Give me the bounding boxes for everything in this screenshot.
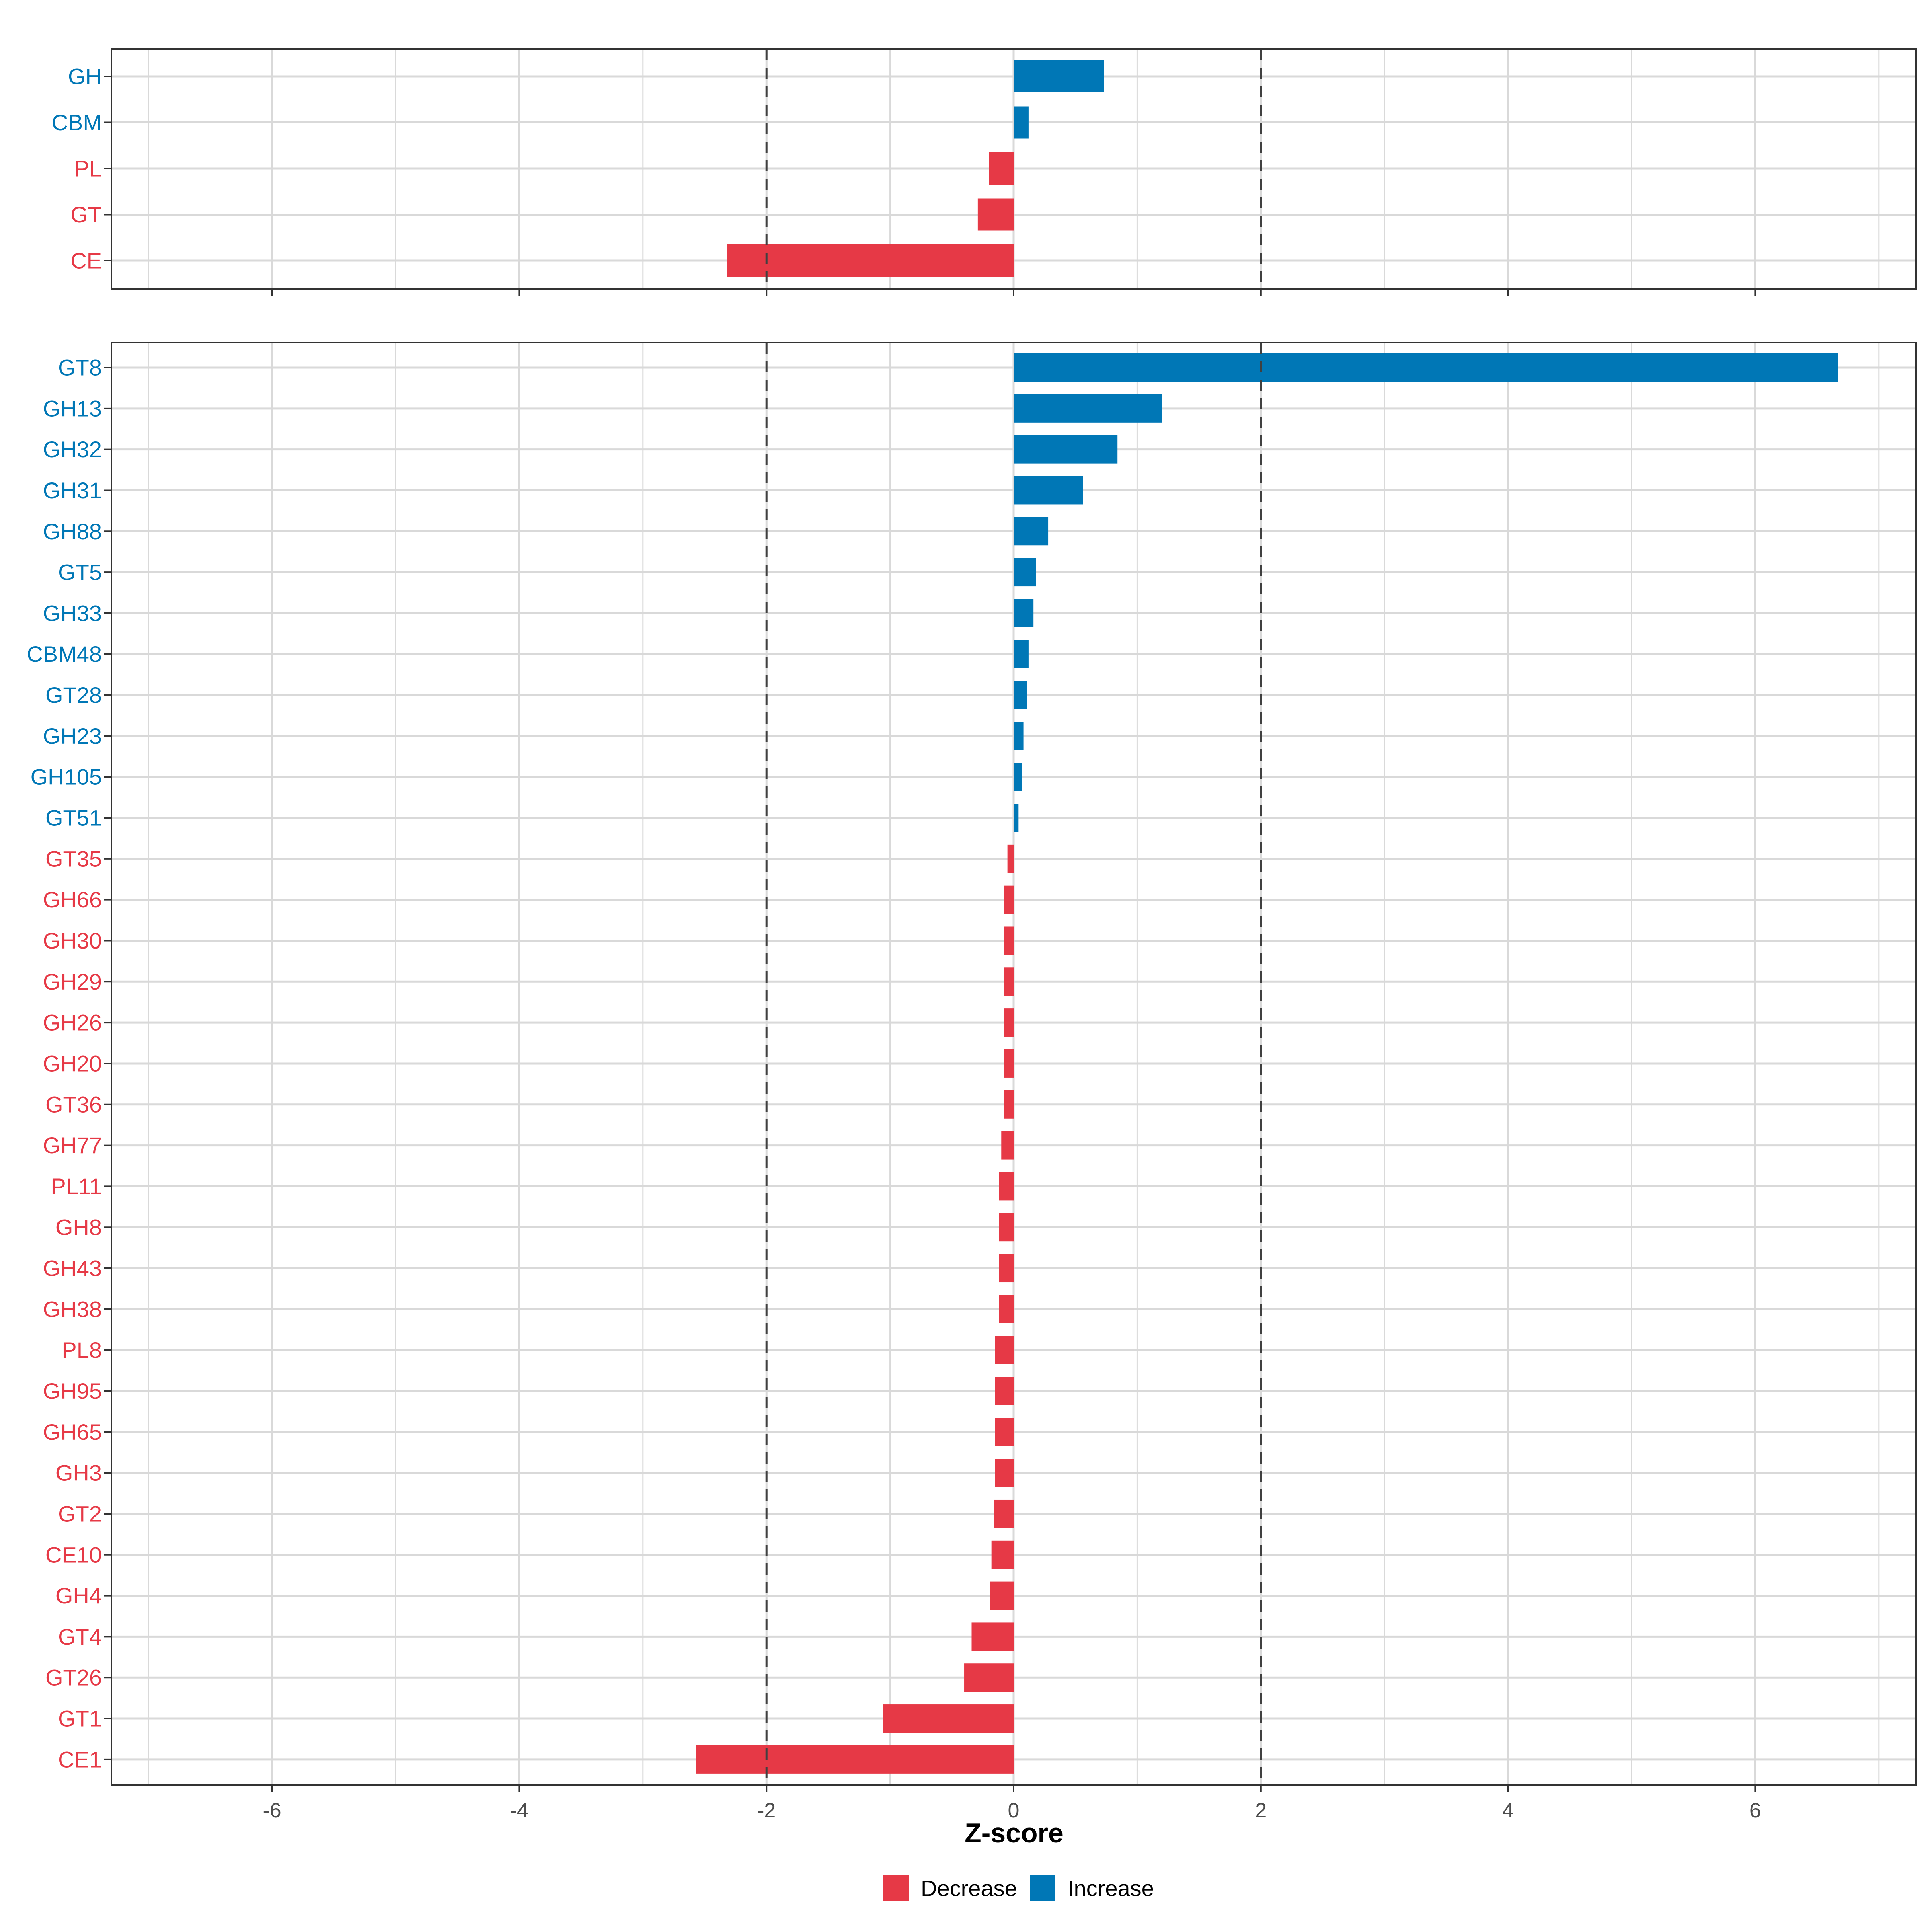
- bar-GH38: [999, 1295, 1014, 1323]
- bar-GH66: [1004, 885, 1014, 914]
- bar-GH4: [990, 1581, 1014, 1610]
- bar-GH13: [1014, 394, 1162, 423]
- bar-GH31: [1014, 476, 1083, 505]
- category-label: CBM: [52, 110, 102, 135]
- category-label: GT: [70, 202, 102, 227]
- bar-GT2: [994, 1499, 1014, 1528]
- bar-GH26: [1004, 1008, 1014, 1037]
- x-tick-label: -2: [757, 1799, 776, 1822]
- bar-GH33: [1014, 599, 1034, 627]
- category-label: GH13: [43, 396, 102, 421]
- bar-CE10: [991, 1540, 1014, 1569]
- x-axis: -6 -4 -2 0 2 4 6: [263, 1799, 1761, 1822]
- bar-GT8: [1014, 353, 1838, 382]
- category-label: GH30: [43, 928, 102, 953]
- category-label: GH66: [43, 887, 102, 912]
- category-label: GH43: [43, 1256, 102, 1281]
- category-label: GH26: [43, 1010, 102, 1035]
- bar-GT35: [1007, 844, 1014, 873]
- category-label: PL8: [62, 1337, 102, 1363]
- bar-GT1: [883, 1704, 1014, 1733]
- legend-label-decrease: Decrease: [921, 1876, 1017, 1901]
- x-tick-label: -6: [263, 1799, 281, 1822]
- bar-GH30: [1004, 926, 1014, 955]
- bar-CBM: [1014, 106, 1029, 139]
- x-axis-title: Z-score: [965, 1818, 1064, 1848]
- bar-PL11: [999, 1172, 1014, 1201]
- category-label: CE10: [45, 1542, 102, 1567]
- category-label: GT5: [58, 560, 102, 585]
- category-label: CE: [70, 248, 102, 273]
- category-label: GH8: [55, 1215, 102, 1240]
- legend-swatch-decrease: [883, 1875, 909, 1901]
- category-label: GH105: [31, 764, 102, 790]
- bar-GT28: [1014, 681, 1027, 709]
- category-label: GH33: [43, 600, 102, 626]
- bar-GH23: [1014, 722, 1024, 750]
- category-label: CE1: [58, 1747, 102, 1772]
- category-label: GH38: [43, 1296, 102, 1322]
- category-label: GT1: [58, 1706, 102, 1731]
- category-label: GH23: [43, 723, 102, 749]
- bar-GH105: [1014, 763, 1022, 791]
- bar-GT: [977, 198, 1014, 231]
- bar-GH: [1014, 60, 1104, 92]
- category-label: GT4: [58, 1624, 102, 1649]
- bar-GT51: [1014, 804, 1019, 832]
- bar-GT26: [964, 1663, 1014, 1692]
- bar-PL8: [995, 1336, 1014, 1364]
- category-label: GH32: [43, 437, 102, 462]
- category-label: GH: [68, 64, 102, 89]
- category-label: GH20: [43, 1051, 102, 1076]
- bar-CE: [727, 244, 1014, 277]
- bar-GH8: [999, 1213, 1014, 1242]
- x-tick-label: 4: [1502, 1799, 1514, 1822]
- category-label: GT2: [58, 1501, 102, 1526]
- category-label: GH31: [43, 478, 102, 503]
- bar-GH95: [995, 1377, 1014, 1405]
- category-label: GT8: [58, 355, 102, 380]
- legend-swatch-increase: [1030, 1875, 1055, 1901]
- category-label: GH3: [55, 1460, 102, 1486]
- bar-PL: [989, 152, 1014, 185]
- category-label: GH4: [55, 1583, 102, 1608]
- bar-GH88: [1014, 517, 1049, 546]
- bar-GT4: [971, 1622, 1014, 1651]
- category-label: GH77: [43, 1133, 102, 1158]
- category-label: GH88: [43, 519, 102, 544]
- bar-GT5: [1014, 558, 1036, 587]
- bar-GH20: [1004, 1049, 1014, 1078]
- category-label: GT28: [45, 682, 102, 708]
- category-label: GH95: [43, 1378, 102, 1404]
- bar-CBM48: [1014, 640, 1029, 668]
- category-label: GT35: [45, 846, 102, 871]
- panel-class: GH CBM PL GT CE: [52, 48, 1917, 296]
- category-label: PL: [74, 156, 102, 181]
- category-label: GT26: [45, 1665, 102, 1690]
- category-label: GT51: [45, 805, 102, 831]
- bar-GH32: [1014, 435, 1118, 464]
- bar-GH77: [1001, 1131, 1014, 1160]
- category-label: GH29: [43, 969, 102, 994]
- category-label: GH65: [43, 1419, 102, 1445]
- bar-GT36: [1004, 1090, 1014, 1119]
- panels: GH CBM PL GT CE GT8 GH13 GH32 GH31 GH88 GT5 GH33 CBM…: [27, 48, 1917, 1792]
- bar-GH65: [995, 1418, 1014, 1446]
- bar-GH3: [995, 1459, 1014, 1487]
- bar-CE1: [696, 1745, 1014, 1774]
- category-label: GT36: [45, 1092, 102, 1117]
- panel-family: GT8 GH13 GH32 GH31 GH88 GT5 GH33 CBM48 GT28 GH23 G…: [27, 342, 1917, 1792]
- x-tick-label: -4: [510, 1799, 528, 1822]
- category-label: CBM48: [27, 641, 102, 667]
- legend-label-increase: Increase: [1068, 1876, 1154, 1901]
- bar-GH29: [1004, 967, 1014, 996]
- category-label: PL11: [51, 1174, 102, 1199]
- legend: Decrease Increase: [883, 1875, 1154, 1901]
- x-tick-label: 6: [1749, 1799, 1761, 1822]
- x-tick-label: 0: [1008, 1799, 1020, 1822]
- bar-GH43: [999, 1254, 1014, 1283]
- x-tick-label: 2: [1255, 1799, 1267, 1822]
